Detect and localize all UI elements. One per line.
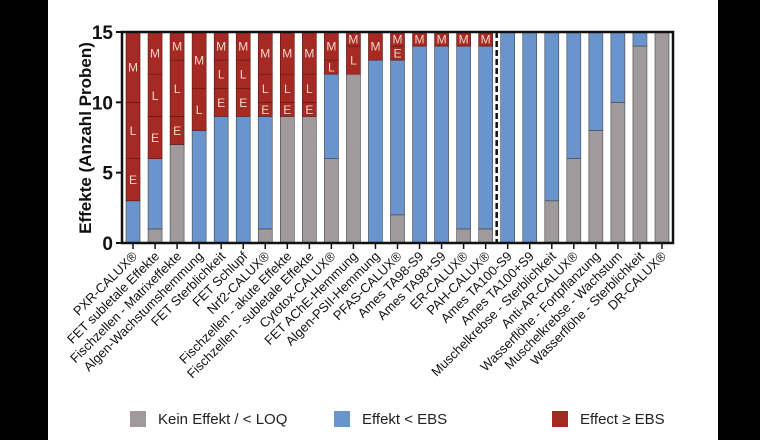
- bar-segment: [566, 31, 582, 159]
- segment-label: L: [240, 68, 247, 82]
- bar-segment: [147, 228, 163, 244]
- segment-label: M: [304, 47, 314, 61]
- bar-segment: [147, 158, 163, 230]
- bar-segment: [279, 116, 295, 244]
- y-tick-label: 15: [92, 23, 114, 44]
- legend-swatch-red: [552, 411, 568, 427]
- bar-segment: [588, 31, 604, 131]
- y-axis-label: Effekte (Anzahl Proben): [76, 42, 95, 234]
- bar-segment: [522, 31, 538, 244]
- segment-label: E: [261, 103, 269, 117]
- bar-segment: [500, 31, 516, 244]
- segment-label: E: [129, 173, 137, 187]
- bar-segment: [632, 45, 648, 244]
- bar-segment: [257, 228, 273, 244]
- bar-segment: [632, 31, 648, 47]
- segment-label: E: [173, 124, 181, 138]
- bar-segment: [588, 130, 604, 244]
- bar-segment: [390, 214, 405, 244]
- segment-label: L: [174, 82, 181, 96]
- legend-label: Kein Effekt / < LOQ: [158, 410, 288, 428]
- y-tick-label: 5: [102, 164, 113, 185]
- legend-item-effect-below-ebs: Effekt < EBS: [334, 409, 447, 429]
- bar-segment: [390, 59, 405, 216]
- segment-label: M: [348, 33, 358, 47]
- segment-label: M: [216, 40, 226, 54]
- segment-label: E: [151, 131, 159, 145]
- bar-segment: [324, 73, 339, 159]
- legend-label: Effect ≥ EBS: [580, 410, 665, 428]
- segment-label: M: [459, 33, 469, 47]
- bar-segment: [456, 45, 471, 230]
- bar-segment: [654, 31, 670, 244]
- y-tick-label: 0: [102, 234, 113, 255]
- bar-segment: [610, 31, 626, 103]
- bar-segment: [478, 45, 493, 230]
- segment-label: L: [284, 82, 291, 96]
- segment-label: M: [326, 40, 336, 54]
- segment-label: E: [283, 103, 291, 117]
- segment-label: M: [370, 40, 380, 54]
- segment-label: L: [218, 68, 225, 82]
- segment-label: E: [239, 96, 247, 110]
- segment-label: L: [306, 82, 313, 96]
- bar-segment: [191, 130, 207, 244]
- segment-label: L: [152, 89, 159, 103]
- bar-segment: [368, 59, 383, 244]
- segment-label: L: [350, 54, 357, 68]
- segment-label: M: [481, 33, 491, 47]
- segment-label: E: [217, 96, 225, 110]
- segment-label: E: [393, 47, 401, 61]
- bar-segment: [456, 228, 471, 244]
- bar-segment: [566, 158, 582, 244]
- bar-segment: [125, 200, 141, 244]
- bar-segment: [610, 102, 626, 244]
- bar-segment: [412, 45, 427, 244]
- bar-segment: [434, 45, 449, 244]
- bar-segment: [257, 116, 273, 230]
- legend-label: Effekt < EBS: [362, 410, 448, 428]
- bar-segment: [169, 144, 185, 244]
- segment-label: M: [150, 47, 160, 61]
- bar-segment: [213, 116, 229, 244]
- bar-segment: [302, 116, 317, 244]
- plot-frame: [120, 30, 675, 245]
- bar-segment: [324, 158, 339, 244]
- legend-swatch-blue: [334, 411, 350, 427]
- segment-label: M: [282, 47, 292, 61]
- segment-label: M: [393, 33, 403, 47]
- segment-label: E: [305, 103, 313, 117]
- y-tick-label: 10: [92, 93, 113, 114]
- segment-label: M: [172, 40, 182, 54]
- legend-item-no-effect: Kein Effekt / < LOQ: [130, 409, 287, 429]
- bar-segment: [544, 200, 560, 244]
- legend-swatch-gray: [130, 411, 146, 427]
- segment-label: M: [238, 40, 248, 54]
- segment-label: L: [328, 61, 335, 75]
- segment-label: L: [130, 124, 137, 138]
- segment-label: M: [260, 47, 270, 61]
- bar-segment: [346, 73, 361, 244]
- bar-segment: [478, 228, 493, 244]
- legend-item-effect-above-ebs: Effect ≥ EBS: [552, 409, 665, 429]
- bar-segment: [544, 31, 560, 202]
- segment-label: M: [194, 54, 204, 68]
- bar-segment: [235, 116, 251, 244]
- segment-label: M: [437, 33, 447, 47]
- segment-label: M: [128, 61, 138, 75]
- segment-label: L: [262, 82, 269, 96]
- segment-label: M: [415, 33, 425, 47]
- segment-label: L: [196, 103, 203, 117]
